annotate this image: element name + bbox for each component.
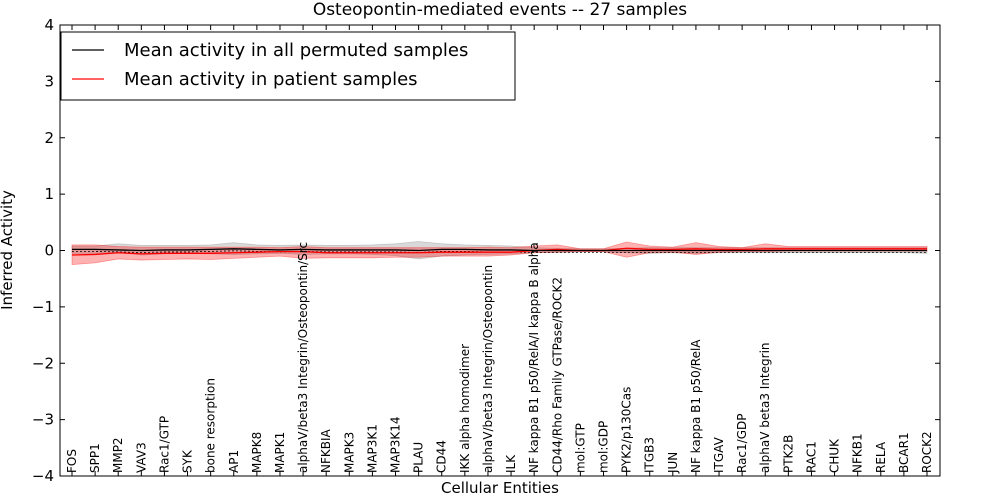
x-tick-label: MAPK3 bbox=[342, 432, 356, 473]
x-tick-label: NFKBIA bbox=[319, 428, 333, 473]
x-tick-label: NF kappa B1 p50/RelA/I kappa B alpha bbox=[527, 242, 541, 473]
chart-title: Osteopontin-mediated events -- 27 sample… bbox=[313, 0, 687, 20]
y-tick-label: −2 bbox=[32, 354, 54, 372]
x-tick-label: mol:GDP bbox=[596, 421, 610, 473]
x-axis-ticks: FOS SPP1 MMP2 VAV3 Rac1/GTP SYK bone resorptio… bbox=[65, 25, 934, 476]
x-tick-label: SPP1 bbox=[88, 443, 102, 473]
x-tick-label: RAC1 bbox=[804, 441, 818, 473]
x-tick-label: MAP3K1 bbox=[365, 424, 379, 473]
x-tick-label: ROCK2 bbox=[920, 431, 934, 473]
x-tick-label: NFKB1 bbox=[851, 433, 865, 473]
x-tick-label: alphaV/beta3 Integrin/Osteopontin/Src bbox=[296, 242, 310, 473]
permuted-dashed-line bbox=[72, 250, 927, 253]
y-tick-label: 2 bbox=[44, 129, 54, 147]
x-tick-label: MAPK1 bbox=[273, 432, 287, 473]
legend-box bbox=[60, 31, 516, 101]
y-axis-ticks: 4 3 2 1 0 −1 −2 −3 −4 bbox=[32, 16, 940, 485]
x-tick-label: alphaV beta3 Integrin bbox=[758, 342, 772, 473]
y-tick-label: −1 bbox=[32, 298, 54, 316]
y-tick-label: 3 bbox=[44, 72, 54, 90]
x-tick-label: CD44 bbox=[435, 440, 449, 473]
y-tick-label: −4 bbox=[32, 467, 54, 485]
x-axis-label: Cellular Entities bbox=[441, 479, 559, 497]
x-tick-label: ITGAV bbox=[712, 436, 726, 473]
x-tick-label: Rac1/GTP bbox=[157, 416, 171, 473]
y-tick-label: −3 bbox=[32, 411, 54, 429]
x-tick-label: mol:GTP bbox=[573, 423, 587, 473]
x-tick-label: ITGB3 bbox=[643, 437, 657, 473]
plot-frame bbox=[59, 24, 941, 477]
x-tick-label: FOS bbox=[65, 449, 79, 473]
legend-label-permuted: Mean activity in all permuted samples bbox=[124, 40, 468, 61]
x-tick-label: Rac1/GDP bbox=[735, 414, 749, 473]
x-tick-label: NF kappa B1 p50/RelA bbox=[689, 339, 703, 473]
legend: Mean activity in all permuted samples Me… bbox=[60, 31, 516, 101]
x-tick-label: PLAU bbox=[412, 442, 426, 473]
x-tick-label: CD44/Rho Family GTPase/ROCK2 bbox=[550, 277, 564, 473]
y-tick-label: 4 bbox=[44, 16, 54, 34]
x-tick-label: ILK bbox=[504, 454, 518, 473]
x-tick-label: PTK2B bbox=[781, 435, 795, 473]
x-tick-label: alphaV/beta3 Integrin/Osteopontin bbox=[481, 265, 495, 473]
permuted-mean-line bbox=[72, 248, 927, 252]
y-tick-label: 1 bbox=[44, 185, 54, 203]
x-tick-label: MAPK8 bbox=[250, 432, 264, 473]
y-tick-label: 0 bbox=[44, 242, 54, 260]
x-tick-label: MAP3K14 bbox=[389, 416, 403, 473]
x-tick-label: PYK2/p130Cas bbox=[620, 387, 634, 473]
legend-label-patient: Mean activity in patient samples bbox=[124, 69, 418, 90]
x-tick-label: MMP2 bbox=[111, 437, 125, 473]
x-tick-label: AP1 bbox=[227, 450, 241, 473]
x-tick-label: BCAR1 bbox=[897, 432, 911, 473]
x-tick-label: bone resorption bbox=[204, 378, 218, 473]
series-lines bbox=[71, 247, 927, 256]
patient-mean-line bbox=[71, 247, 927, 256]
x-tick-label: CHUK bbox=[828, 438, 842, 473]
x-tick-label: RELA bbox=[874, 441, 888, 473]
x-tick-label: VAV3 bbox=[134, 442, 148, 473]
x-tick-label: IKK alpha homodimer bbox=[458, 344, 472, 473]
y-axis-label: Inferred Activity bbox=[0, 190, 16, 310]
x-tick-label: SYK bbox=[181, 449, 195, 473]
x-tick-label: JUN bbox=[666, 452, 680, 474]
